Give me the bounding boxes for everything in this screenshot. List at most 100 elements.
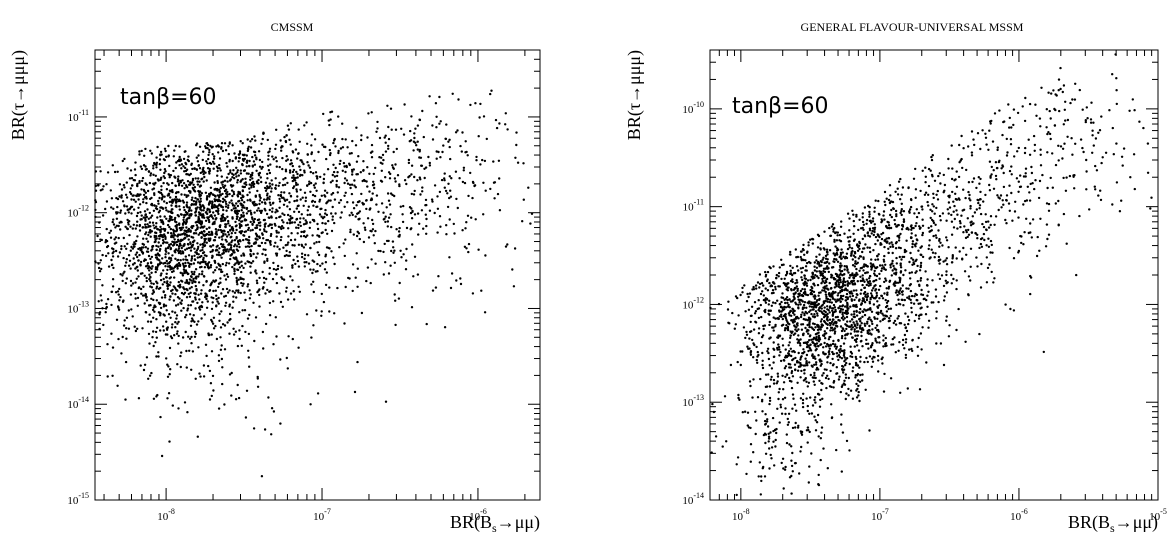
data-point	[261, 232, 264, 235]
data-point	[329, 118, 332, 121]
data-point	[789, 363, 792, 366]
data-point	[416, 124, 420, 127]
data-point	[958, 250, 961, 253]
data-point	[447, 182, 450, 185]
data-point	[883, 245, 886, 249]
data-point	[438, 95, 441, 99]
data-point	[924, 166, 927, 169]
data-point	[101, 214, 105, 217]
data-point	[278, 165, 281, 169]
data-point	[134, 297, 137, 300]
data-point	[969, 204, 972, 208]
annotation: tanβ=60	[120, 85, 217, 110]
data-point	[828, 347, 831, 350]
data-point	[241, 194, 244, 197]
data-point	[973, 143, 976, 147]
data-point	[148, 374, 152, 377]
data-point	[931, 279, 934, 282]
data-point	[132, 245, 136, 248]
data-point	[901, 343, 905, 347]
data-point	[187, 234, 191, 237]
data-point	[239, 240, 242, 243]
data-point	[287, 235, 290, 238]
data-point	[513, 247, 517, 250]
data-point	[172, 270, 175, 273]
data-point	[194, 296, 197, 299]
data-point	[153, 310, 156, 313]
data-point	[1063, 108, 1067, 112]
data-point	[370, 258, 373, 261]
data-point	[219, 224, 222, 227]
data-point	[324, 228, 327, 232]
data-point	[470, 216, 473, 219]
data-point	[767, 440, 770, 443]
data-point	[915, 293, 918, 297]
data-point	[989, 176, 992, 179]
data-point	[948, 194, 951, 197]
data-point	[203, 239, 207, 242]
data-point	[170, 204, 173, 207]
data-point	[310, 283, 313, 286]
data-point	[953, 204, 956, 208]
data-point	[769, 266, 772, 270]
data-point	[121, 159, 125, 163]
data-point	[945, 257, 948, 260]
data-point	[884, 268, 887, 271]
data-point	[217, 207, 220, 210]
data-points	[709, 53, 1153, 497]
data-point	[206, 216, 209, 219]
data-point	[428, 209, 432, 212]
data-point	[915, 258, 918, 261]
data-point	[330, 212, 333, 215]
data-point	[829, 369, 832, 373]
data-point	[917, 336, 920, 340]
data-point	[243, 309, 247, 312]
data-point	[175, 317, 178, 320]
data-point	[241, 324, 244, 328]
data-point	[166, 241, 169, 244]
data-point	[130, 198, 133, 201]
data-point	[235, 202, 238, 205]
data-point	[155, 355, 158, 358]
data-point	[134, 329, 138, 333]
data-point	[257, 182, 260, 185]
data-point	[159, 314, 162, 317]
data-point	[941, 212, 945, 215]
data-point	[135, 277, 138, 280]
data-point	[893, 319, 897, 323]
data-point	[275, 231, 279, 234]
data-point	[171, 288, 174, 292]
data-point	[393, 249, 396, 252]
data-point	[433, 211, 436, 215]
data-point	[887, 320, 890, 323]
data-point	[307, 205, 310, 208]
data-point	[1097, 131, 1100, 134]
data-point	[191, 240, 195, 243]
data-point	[249, 220, 252, 224]
data-point	[994, 161, 998, 164]
data-point	[325, 157, 328, 161]
data-point	[947, 246, 950, 249]
data-point	[233, 268, 236, 271]
data-point	[344, 138, 347, 141]
data-point	[871, 342, 874, 345]
data-point	[204, 219, 208, 222]
data-point	[803, 280, 807, 284]
data-point	[285, 134, 288, 137]
data-point	[818, 253, 821, 256]
data-point	[746, 292, 749, 296]
data-point	[504, 123, 507, 126]
data-point	[144, 258, 147, 262]
data-point	[945, 263, 949, 266]
data-point	[177, 247, 181, 250]
data-point	[248, 365, 251, 368]
data-point	[1111, 73, 1114, 76]
data-point	[354, 276, 357, 279]
data-point	[924, 313, 928, 316]
data-point	[861, 315, 864, 318]
data-point	[795, 285, 798, 288]
data-point	[315, 189, 318, 192]
data-point	[413, 189, 416, 193]
data-point	[177, 191, 180, 194]
data-point	[136, 296, 140, 300]
